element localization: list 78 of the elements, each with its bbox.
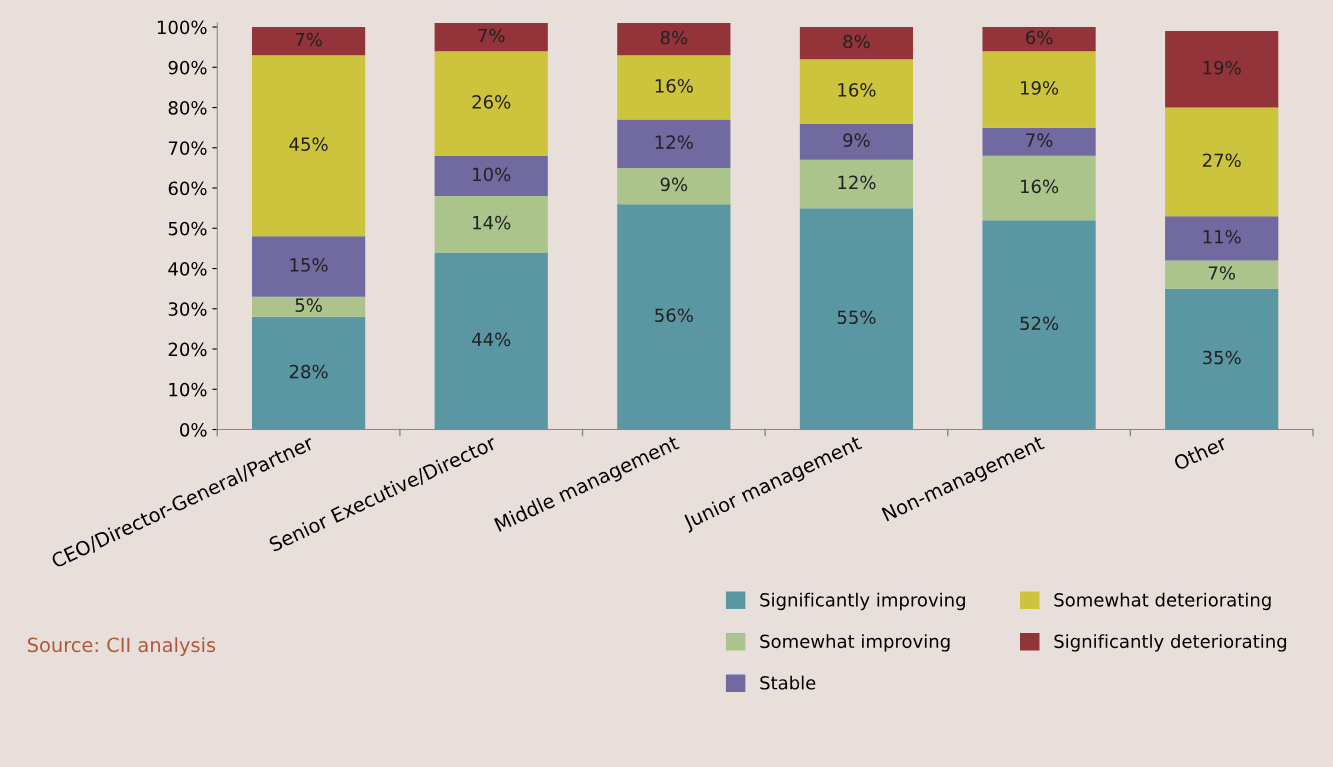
bar xyxy=(799,59,914,124)
bar xyxy=(617,167,731,205)
bar xyxy=(799,208,914,430)
data-label: 6% xyxy=(1026,30,1053,45)
bar xyxy=(799,123,914,160)
data-label: 10% xyxy=(473,167,511,182)
source-note: Source: CII analysis xyxy=(27,637,216,656)
data-label: 8% xyxy=(843,34,870,49)
data-label: 7% xyxy=(478,28,505,43)
data-label: 7% xyxy=(1026,133,1053,147)
bar xyxy=(617,204,731,430)
y-tick-label: 0% xyxy=(180,422,207,437)
bar xyxy=(982,127,1096,156)
data-label: 35% xyxy=(1203,350,1241,365)
bar xyxy=(1165,260,1279,289)
y-tick-label: 70% xyxy=(168,141,207,155)
data-label: 19% xyxy=(1020,81,1059,95)
data-label: 26% xyxy=(472,95,511,109)
bar xyxy=(982,155,1096,221)
legend-label: Significantly deteriorating xyxy=(1054,634,1287,652)
data-label: 12% xyxy=(838,175,876,190)
bar xyxy=(434,252,548,430)
bar xyxy=(434,196,548,253)
bar xyxy=(617,23,731,56)
data-label: 44% xyxy=(472,332,511,347)
data-label: 27% xyxy=(1202,153,1241,168)
legend-label: Stable xyxy=(760,675,816,690)
data-label: 45% xyxy=(289,137,328,152)
legend-label: Somewhat improving xyxy=(760,634,950,652)
data-label: 55% xyxy=(837,310,876,325)
y-tick-label: 60% xyxy=(168,181,207,196)
bar xyxy=(251,27,366,56)
bar xyxy=(1165,216,1279,261)
legend-label: Somewhat deteriorating xyxy=(1054,592,1271,611)
y-tick-label: 20% xyxy=(168,342,207,357)
data-label: 8% xyxy=(660,30,688,45)
bar xyxy=(617,119,731,168)
legend-label: Significantly improving xyxy=(760,592,965,611)
bar xyxy=(251,236,366,297)
data-label: 15% xyxy=(290,258,328,272)
bar xyxy=(251,55,366,237)
x-tick-label: Other xyxy=(1172,434,1229,471)
data-label: 16% xyxy=(1020,179,1059,194)
data-label: 56% xyxy=(655,308,693,323)
data-label: 12% xyxy=(655,135,693,149)
data-label: 9% xyxy=(843,133,870,147)
data-label: 14% xyxy=(473,215,511,230)
bar xyxy=(982,220,1096,430)
data-label: 11% xyxy=(1203,229,1241,244)
bar xyxy=(434,23,548,52)
data-label: 19% xyxy=(1203,60,1241,75)
data-label: 16% xyxy=(838,83,876,97)
data-label: 7% xyxy=(1208,266,1236,280)
y-tick-label: 90% xyxy=(168,60,207,75)
data-label: 7% xyxy=(295,32,322,47)
y-tick-label: 30% xyxy=(168,302,207,316)
data-label: 28% xyxy=(289,364,328,379)
data-label: 16% xyxy=(655,78,693,93)
bar xyxy=(982,27,1096,52)
bar xyxy=(1165,288,1279,430)
data-label: 52% xyxy=(1020,316,1059,331)
bar xyxy=(251,296,366,317)
bar xyxy=(799,159,914,209)
bar xyxy=(434,155,548,197)
bar xyxy=(982,51,1096,128)
data-label: 5% xyxy=(295,298,322,312)
bar xyxy=(1165,31,1279,108)
bar xyxy=(1165,107,1279,217)
y-tick-label: 40% xyxy=(168,261,207,276)
bar xyxy=(799,27,914,60)
bar xyxy=(617,55,731,120)
y-tick-label: 100% xyxy=(157,20,207,35)
y-tick-label: 50% xyxy=(168,221,207,236)
bar xyxy=(434,51,548,156)
data-label: 9% xyxy=(660,177,688,192)
y-tick-label: 10% xyxy=(169,382,207,397)
bar xyxy=(251,316,366,430)
y-tick-label: 80% xyxy=(168,100,207,115)
